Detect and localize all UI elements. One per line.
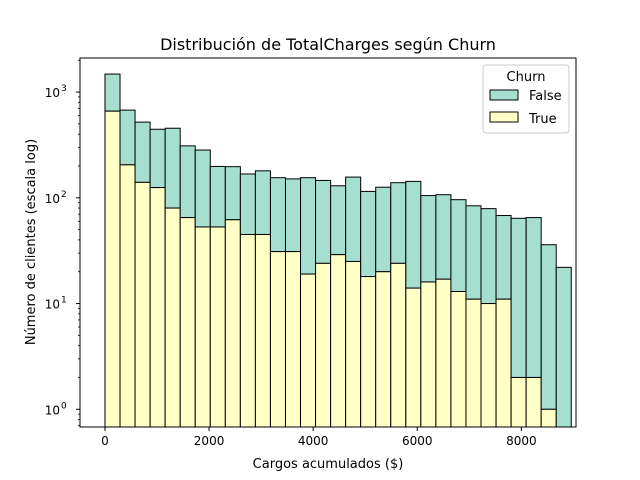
x-axis-label: Cargos acumulados ($) [253,457,404,472]
legend-label-true: True [528,112,557,127]
bar-true [119,164,136,428]
bar-false [134,121,151,183]
bar-false [224,166,241,221]
bar-false [495,215,512,300]
bar-true [480,303,497,428]
y-tick-exponent: 3 [61,84,67,94]
bar-true [179,217,196,428]
x-tick-label: 6000 [402,434,433,448]
bar-false [435,194,452,280]
bar-false [510,217,527,378]
bar-false [315,179,332,264]
y-tick-label: 10 [45,403,60,417]
bar-true [134,181,151,428]
bar-false [194,149,211,228]
bar-false [209,165,226,228]
y-tick-label: 10 [45,192,60,206]
plot-frame [79,57,577,428]
bar-true [330,254,347,428]
bar-false [254,170,271,235]
bar-false [300,177,317,275]
bar-true [149,187,166,428]
bar-false [149,128,166,189]
bar-false [480,208,497,305]
y-tick-exponent: 1 [61,296,67,306]
bar-false [465,205,482,300]
bar-true [269,251,286,428]
bar-true [390,262,407,428]
bar-true [360,276,377,428]
bar-true [345,260,362,428]
bar-true [254,233,271,428]
bar-true [209,226,226,428]
bar-false [420,195,437,283]
chart-title: Distribución de TotalCharges según Churn [160,35,496,54]
bar-true [164,207,181,428]
legend[interactable]: Churn False True [482,64,570,134]
bar-false [525,217,542,378]
x-axis: 0 2000 4000 6000 8000 [101,427,537,448]
bar-true [375,271,392,428]
bar-false [540,244,557,410]
bar-true [315,262,332,428]
y-axis-label: Número de clientes (escala log) [24,139,39,345]
legend-label-false: False [529,89,562,104]
bar-true [104,110,121,428]
bar-true [194,226,211,428]
bar-false [119,109,136,166]
legend-title: Churn [507,70,546,85]
bar-true [525,376,542,428]
bar-false [375,186,392,273]
bar-false [239,173,256,235]
bar-true [495,298,512,428]
bar-true [450,291,467,428]
bar-true [465,298,482,428]
bar-false [450,199,467,293]
bar-false [330,185,347,256]
bar-true [420,281,437,428]
bar-true [540,408,557,428]
bar-true [435,278,452,428]
bar-false [269,177,286,253]
bar-true [224,219,241,428]
bar-false [555,266,572,428]
bar-false [405,180,422,289]
y-tick-exponent: 0 [61,401,67,411]
bar-false [390,182,407,264]
y-tick-label: 10 [45,86,60,100]
bar-true [239,233,256,428]
y-tick-exponent: 2 [61,190,67,200]
x-tick-label: 2000 [194,434,225,448]
bar-false [284,178,302,253]
bar-false [360,190,377,278]
bar-false [179,145,196,219]
bar-true [284,251,302,428]
y-tick-label: 10 [45,298,60,312]
bar-false [104,73,121,112]
bar-false [164,127,181,209]
x-tick-label: 0 [101,434,109,448]
bar-true [405,287,422,428]
legend-swatch-false [489,89,519,101]
bar-true [510,376,527,428]
x-tick-label: 8000 [506,434,537,448]
x-tick-label: 4000 [298,434,329,448]
bar-false [345,176,362,262]
bar-true [300,273,317,428]
legend-swatch-true [489,111,519,123]
